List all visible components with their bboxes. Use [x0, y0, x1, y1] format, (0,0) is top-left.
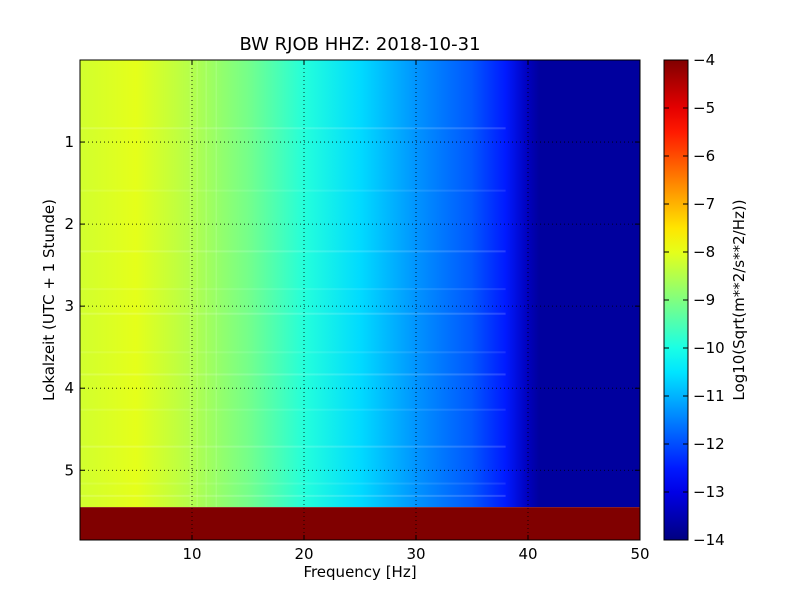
colorbar-tick-label: −10	[693, 339, 725, 357]
x-tick-label: 10	[182, 545, 201, 563]
y-tick-label: 5	[64, 461, 74, 479]
x-tick-label: 40	[518, 545, 537, 563]
heatmap-area	[80, 60, 640, 540]
colorbar-label: Log10(Sqrt(m**2/s**2/Hz))	[730, 199, 748, 400]
colorbar-tick-label: −12	[693, 435, 725, 453]
spectral-streaks	[80, 60, 506, 508]
x-axis-ticks: 10 20 30 40 50	[182, 60, 650, 563]
spectral-streak	[80, 351, 506, 354]
spectral-line	[189, 60, 192, 508]
colorbar-tick-label: −8	[693, 243, 715, 261]
y-tick-label: 1	[64, 133, 74, 151]
colorbar-tick-label: −14	[693, 531, 725, 549]
plot-frame	[79, 59, 641, 541]
spectral-line	[196, 60, 198, 508]
spectral-streak	[80, 373, 506, 376]
spectral-streak	[80, 494, 506, 497]
x-tick-label: 30	[406, 545, 425, 563]
y-tick-label: 3	[64, 297, 74, 315]
spectral-streak	[80, 189, 506, 192]
colorbar-tick-label: −6	[693, 147, 715, 165]
colorbar-ticks: −4 −5 −6 −7 −8 −9 −10 −11 −12 −13 −14	[664, 51, 725, 549]
y-tick-label: 4	[64, 379, 74, 397]
spectral-streak	[80, 408, 506, 411]
colorbar-tick-label: −7	[693, 195, 715, 213]
spectral-line	[205, 60, 207, 508]
spectral-streak	[80, 445, 506, 448]
x-tick-label: 20	[294, 545, 313, 563]
colorbar-tick-label: −4	[693, 51, 715, 69]
x-axis-label: Frequency [Hz]	[303, 563, 416, 581]
spectral-streak	[80, 288, 506, 291]
colorbar-tick-label: −11	[693, 387, 725, 405]
spectral-streak	[80, 482, 506, 485]
spectrogram-body	[80, 60, 640, 508]
grid-lines	[80, 60, 640, 540]
spectral-line	[215, 60, 218, 508]
chart-title: BW RJOB HHZ: 2018-10-31	[239, 34, 480, 55]
no-data-band	[80, 507, 640, 540]
spectral-streak	[80, 250, 506, 253]
y-tick-label: 2	[64, 215, 74, 233]
spectral-streak	[80, 127, 506, 130]
colorbar-tick-label: −9	[693, 291, 715, 309]
x-tick-label: 50	[630, 545, 649, 563]
colorbar-tick-label: −5	[693, 99, 715, 117]
spectral-streak	[80, 312, 506, 315]
y-axis-label: Lokalzeit (UTC + 1 Stunde)	[40, 199, 58, 401]
colorbar-tick-label: −13	[693, 483, 725, 501]
y-axis-ticks: 1 2 3 4 5	[64, 133, 640, 479]
